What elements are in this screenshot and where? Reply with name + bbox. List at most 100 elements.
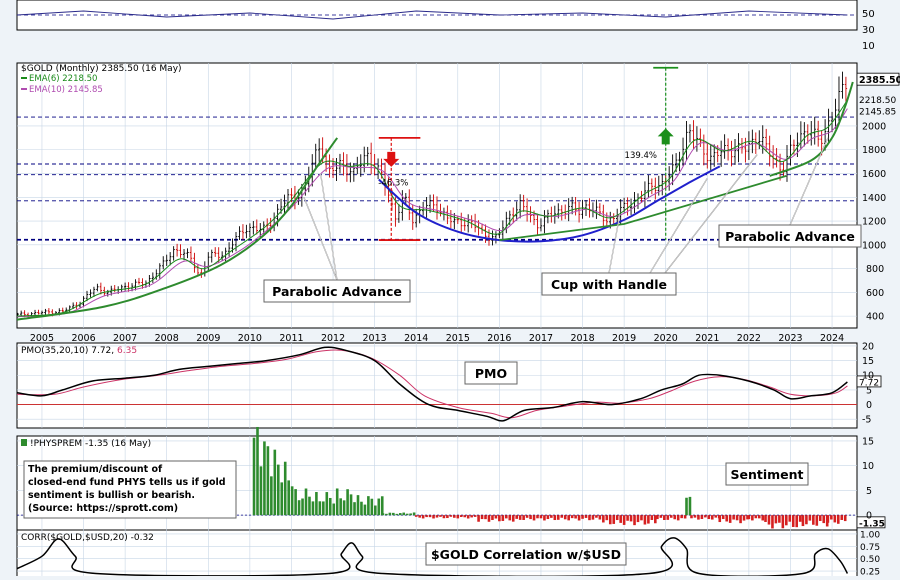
callout-pointer-cup-highlight: [608, 213, 621, 274]
sentiment-bar: [608, 515, 612, 525]
sentiment-bar: [349, 494, 353, 516]
callout-text: Parabolic Advance: [272, 284, 402, 299]
top-axis-label-10: 10: [862, 41, 875, 52]
sentiment-bar: [304, 488, 308, 516]
sentiment-bar: [385, 513, 388, 516]
sentiment-bar: [339, 498, 342, 516]
sentiment-bar: [833, 515, 837, 523]
sentiment-bar: [808, 515, 812, 521]
sentiment-bar: [395, 513, 399, 516]
sentiment-bar: [543, 515, 546, 521]
sentiment-bar: [739, 515, 742, 524]
correlation-tick-label: 0.25: [860, 568, 880, 576]
sentiment-bar: [442, 515, 446, 519]
sentiment-bar: [767, 515, 771, 525]
price-value-badges: 2385.50 2218.50 2145.85: [856, 72, 900, 118]
ema10-legend: EMA(10) 2145.85: [29, 85, 103, 95]
sentiment-bar: [761, 515, 765, 521]
sentiment-bar: [466, 515, 470, 519]
sentiment-bar: [283, 461, 287, 516]
sentiment-bar: [470, 515, 473, 518]
sentiment-bar: [636, 515, 640, 523]
correlation-label-box: [425, 542, 627, 566]
sentiment-bar: [484, 515, 487, 520]
sentiment-bar: [714, 515, 718, 518]
sentiment-bar: [707, 515, 711, 520]
pmo-line: [16, 346, 848, 422]
sentiment-value-text: -1.35: [859, 519, 885, 529]
sentiment-bar: [633, 515, 636, 526]
pmo-tick-label: 5: [866, 385, 872, 396]
sentiment-bar: [778, 515, 781, 523]
cup-curve: [378, 165, 721, 243]
year-tick-label: 2024: [820, 333, 844, 344]
sentiment-bar: [685, 497, 688, 516]
sentiment-bar: [622, 515, 626, 525]
sentiment-bar: [676, 515, 680, 521]
callout-text: Cup with Handle: [551, 277, 667, 292]
sentiment-bar: [546, 515, 550, 520]
sentiment-bar: [732, 515, 735, 520]
ema6-line: [16, 99, 848, 317]
sentiment-note-line: The premium/discount of: [28, 464, 163, 475]
sentiment-bar: [536, 515, 539, 519]
year-tick-label: 2016: [487, 333, 511, 344]
price-tick-label: 1400: [862, 193, 886, 204]
sentiment-bar: [511, 515, 515, 522]
sentiment-bar: [412, 512, 416, 516]
pmo-tick-label: 0: [866, 400, 872, 411]
sentiment-bar: [515, 515, 519, 519]
year-tick-label: 2023: [778, 333, 802, 344]
sentiment-bar: [553, 515, 557, 521]
callout-box: [718, 224, 862, 248]
sentiment-bar: [801, 515, 805, 527]
sentiment-bar: [498, 515, 501, 522]
pmo-value-text: 7.72: [859, 378, 879, 388]
sentiment-value-badge: [856, 516, 886, 529]
price-tick-label: 400: [866, 312, 884, 323]
sentiment-bar: [818, 515, 822, 521]
sentiment-tick-label: 15: [862, 436, 874, 447]
sentiment-bar: [840, 515, 844, 520]
sentiment-bar: [342, 500, 346, 516]
sentiment-bar: [381, 513, 385, 516]
sentiment-bar: [605, 515, 609, 521]
year-axis: 2005 2006 2007 2008 2009 2010 2011 2012 …: [30, 333, 844, 344]
gain-percent-label: 139.4%: [625, 151, 657, 161]
callout-pointer-handle-a-highlight: [649, 178, 708, 274]
pmo-axis: 20 15 10 5 0 -5: [862, 341, 874, 425]
sentiment-tick-label: 5: [866, 486, 872, 497]
sentiment-bar: [276, 464, 280, 516]
sentiment-bar: [280, 482, 284, 516]
sentiment-bar: [421, 515, 425, 519]
sentiment-bar: [704, 515, 707, 518]
gain-arrow-icon: [657, 128, 674, 145]
sentiment-bar: [567, 515, 570, 521]
callout-pointer-left-a-highlight: [303, 197, 338, 281]
sentiment-bar: [795, 515, 799, 528]
sentiment-bar: [405, 513, 409, 516]
sentiment-bar: [388, 512, 392, 516]
pmo-label: PMO: [475, 366, 507, 381]
sentiment-bar: [595, 515, 598, 518]
parabolic-curve-left: [16, 137, 339, 321]
sentiment-bar: [785, 515, 788, 526]
sentiment-bar: [650, 515, 654, 520]
sentiment-bar: [328, 497, 332, 516]
year-tick-label: 2021: [695, 333, 719, 344]
sentiment-bar: [647, 515, 650, 524]
sentiment-bar: [252, 437, 256, 516]
sentiment-bar: [612, 515, 616, 524]
correlation-label: $GOLD Correlation w/$USD: [431, 547, 621, 562]
sentiment-bar: [812, 515, 815, 525]
callout-cup-with-handle: Cup with Handle: [541, 272, 677, 296]
grid-lines: [17, 63, 857, 576]
sentiment-bar: [525, 515, 529, 518]
sentiment-tick-label: 0: [866, 511, 872, 522]
callout-pointer-handle-b-highlight: [664, 154, 758, 274]
pmo-legend-signal: 6.35: [114, 346, 137, 356]
price-tick-label: 1200: [862, 217, 886, 228]
sentiment-bar: [836, 515, 840, 524]
sentiment-bar: [259, 466, 263, 516]
sentiment-bar: [308, 496, 311, 516]
